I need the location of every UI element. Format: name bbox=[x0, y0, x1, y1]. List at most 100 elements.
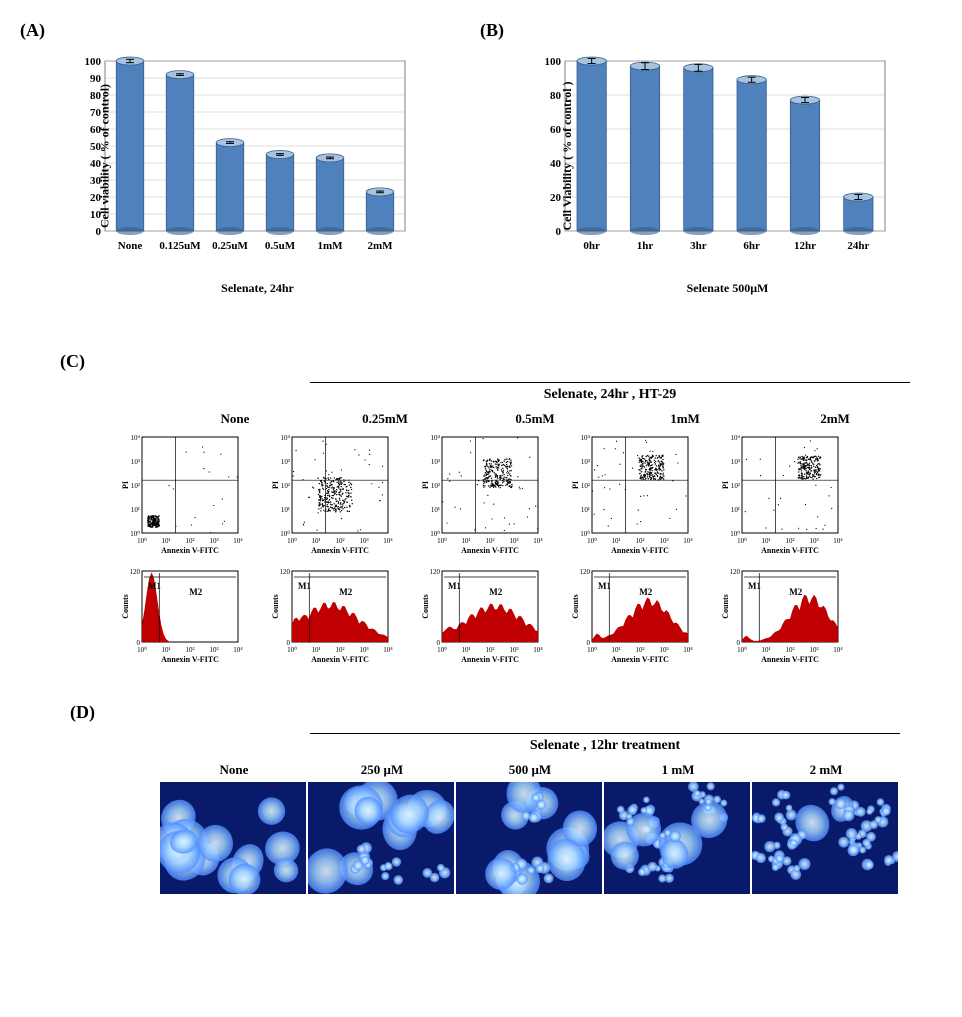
svg-text:10³: 10³ bbox=[581, 458, 590, 466]
svg-text:10⁰: 10⁰ bbox=[737, 537, 747, 545]
panel-c: (C) Selenate, 24hr , HT-29 None0.25mM0.5… bbox=[100, 351, 942, 672]
svg-text:0.5uM: 0.5uM bbox=[265, 240, 296, 252]
svg-text:10²: 10² bbox=[185, 537, 194, 545]
panel-c-label: (C) bbox=[60, 351, 942, 372]
svg-text:PI: PI bbox=[721, 481, 730, 489]
svg-text:Counts: Counts bbox=[571, 594, 580, 618]
panel-d-condition: Selenate , 12hr treatment bbox=[310, 733, 900, 758]
svg-text:10⁰: 10⁰ bbox=[137, 537, 147, 545]
hist-cell: M1M210⁰10¹10²10³10⁴0120Annexin V-FITCCou… bbox=[270, 569, 420, 672]
scatter-cell: 10⁰10⁰10¹10¹10²10²10³10³10⁴10⁴Annexin V-… bbox=[570, 435, 720, 563]
svg-text:Annexin V-FITC: Annexin V-FITC bbox=[161, 655, 219, 664]
svg-text:0: 0 bbox=[287, 639, 291, 647]
svg-text:10⁰: 10⁰ bbox=[137, 646, 147, 654]
svg-text:10²: 10² bbox=[485, 646, 494, 654]
chart-b-xaxis-label: Selenate 500μM bbox=[687, 281, 769, 296]
panel-c-col-header: 2mM bbox=[760, 407, 910, 431]
svg-text:10³: 10³ bbox=[809, 537, 818, 545]
svg-text:120: 120 bbox=[730, 569, 741, 576]
svg-text:0: 0 bbox=[737, 639, 741, 647]
panel-d-col-header: None bbox=[160, 758, 308, 782]
svg-text:100: 100 bbox=[545, 56, 562, 68]
svg-text:1hr: 1hr bbox=[637, 240, 654, 252]
svg-text:Annexin V-FITC: Annexin V-FITC bbox=[161, 546, 219, 555]
svg-text:10⁰: 10⁰ bbox=[437, 646, 447, 654]
panel-d-col-header: 500 μM bbox=[456, 758, 604, 782]
fluorescence-image bbox=[456, 782, 602, 894]
panel-c-col-header: 0.25mM bbox=[310, 407, 460, 431]
svg-text:M2: M2 bbox=[489, 587, 502, 597]
svg-text:M1: M1 bbox=[148, 581, 161, 591]
svg-text:0.25uM: 0.25uM bbox=[212, 240, 248, 252]
svg-text:10²: 10² bbox=[785, 537, 794, 545]
svg-text:10⁰: 10⁰ bbox=[437, 537, 447, 545]
svg-text:10²: 10² bbox=[635, 646, 644, 654]
svg-text:Annexin V-FITC: Annexin V-FITC bbox=[311, 546, 369, 555]
panel-b: (B) Cell Viability ( % of control ) 0204… bbox=[480, 20, 920, 301]
scatter-cell: 10⁰10⁰10¹10¹10²10²10³10³10⁴10⁴Annexin V-… bbox=[420, 435, 570, 563]
svg-text:M1: M1 bbox=[298, 581, 311, 591]
svg-text:10⁴: 10⁴ bbox=[533, 537, 543, 545]
svg-text:10³: 10³ bbox=[509, 646, 518, 654]
svg-text:10³: 10³ bbox=[209, 646, 218, 654]
svg-text:120: 120 bbox=[580, 569, 591, 576]
svg-text:10²: 10² bbox=[335, 537, 344, 545]
svg-text:10²: 10² bbox=[485, 537, 494, 545]
svg-text:10⁴: 10⁴ bbox=[731, 435, 741, 442]
svg-text:0: 0 bbox=[137, 639, 141, 647]
svg-text:Counts: Counts bbox=[271, 594, 280, 618]
svg-text:10¹: 10¹ bbox=[131, 506, 140, 514]
svg-text:100: 100 bbox=[85, 56, 102, 68]
scatter-cell: 10⁰10⁰10¹10¹10²10²10³10³10⁴10⁴Annexin V-… bbox=[720, 435, 870, 563]
chart-b-yaxis-label: Cell Viability ( % of control ) bbox=[560, 81, 575, 230]
svg-text:10¹: 10¹ bbox=[461, 646, 470, 654]
hist-cell: M1M210⁰10¹10²10³10⁴0120Annexin V-FITCCou… bbox=[570, 569, 720, 672]
svg-text:M1: M1 bbox=[748, 581, 761, 591]
svg-text:Annexin V-FITC: Annexin V-FITC bbox=[611, 546, 669, 555]
svg-text:2mM: 2mM bbox=[367, 240, 393, 252]
panel-c-col-header: None bbox=[160, 407, 310, 431]
svg-text:10⁴: 10⁴ bbox=[431, 435, 441, 442]
svg-text:Annexin V-FITC: Annexin V-FITC bbox=[461, 655, 519, 664]
fluorescence-image bbox=[604, 782, 750, 894]
svg-text:10²: 10² bbox=[635, 537, 644, 545]
svg-text:10⁰: 10⁰ bbox=[587, 646, 597, 654]
svg-text:1mM: 1mM bbox=[317, 240, 343, 252]
svg-text:10²: 10² bbox=[785, 646, 794, 654]
panel-d-col-header: 1 mM bbox=[604, 758, 752, 782]
svg-text:10¹: 10¹ bbox=[761, 646, 770, 654]
svg-text:10⁴: 10⁴ bbox=[533, 646, 543, 654]
hist-cell: M1M210⁰10¹10²10³10⁴0120Annexin V-FITCCou… bbox=[720, 569, 870, 672]
svg-text:10⁴: 10⁴ bbox=[683, 646, 693, 654]
svg-text:10³: 10³ bbox=[659, 537, 668, 545]
svg-text:10⁴: 10⁴ bbox=[833, 537, 843, 545]
svg-text:10⁰: 10⁰ bbox=[130, 530, 140, 538]
figure-container: (A) Cell viability ( % of control) 01020… bbox=[20, 20, 942, 894]
svg-text:10¹: 10¹ bbox=[161, 646, 170, 654]
svg-text:None: None bbox=[118, 240, 143, 252]
panel-d-col-header: 2 mM bbox=[752, 758, 900, 782]
svg-text:10⁰: 10⁰ bbox=[587, 537, 597, 545]
svg-text:10⁴: 10⁴ bbox=[233, 537, 243, 545]
svg-text:10²: 10² bbox=[335, 646, 344, 654]
panel-d-images bbox=[160, 782, 942, 894]
hist-cell: M1M210⁰10¹10²10³10⁴0120Annexin V-FITCCou… bbox=[420, 569, 570, 672]
svg-text:PI: PI bbox=[421, 481, 430, 489]
svg-text:10⁴: 10⁴ bbox=[233, 646, 243, 654]
chart-b-wrap: Cell Viability ( % of control ) 02040608… bbox=[535, 51, 920, 261]
svg-text:10³: 10³ bbox=[359, 537, 368, 545]
svg-text:10¹: 10¹ bbox=[431, 506, 440, 514]
svg-text:10¹: 10¹ bbox=[581, 506, 590, 514]
panel-a: (A) Cell viability ( % of control) 01020… bbox=[20, 20, 440, 301]
panel-d-label: (D) bbox=[70, 702, 942, 723]
chart-b-svg: 0204060801000hr1hr3hr6hr12hr24hr bbox=[535, 51, 895, 261]
panel-c-col-header: 0.5mM bbox=[460, 407, 610, 431]
svg-text:0: 0 bbox=[437, 639, 441, 647]
svg-text:Counts: Counts bbox=[121, 594, 130, 618]
svg-text:M1: M1 bbox=[598, 581, 611, 591]
svg-text:10⁰: 10⁰ bbox=[280, 530, 290, 538]
svg-text:10³: 10³ bbox=[809, 646, 818, 654]
svg-text:10⁰: 10⁰ bbox=[430, 530, 440, 538]
svg-text:10⁰: 10⁰ bbox=[287, 537, 297, 545]
svg-text:10¹: 10¹ bbox=[611, 646, 620, 654]
